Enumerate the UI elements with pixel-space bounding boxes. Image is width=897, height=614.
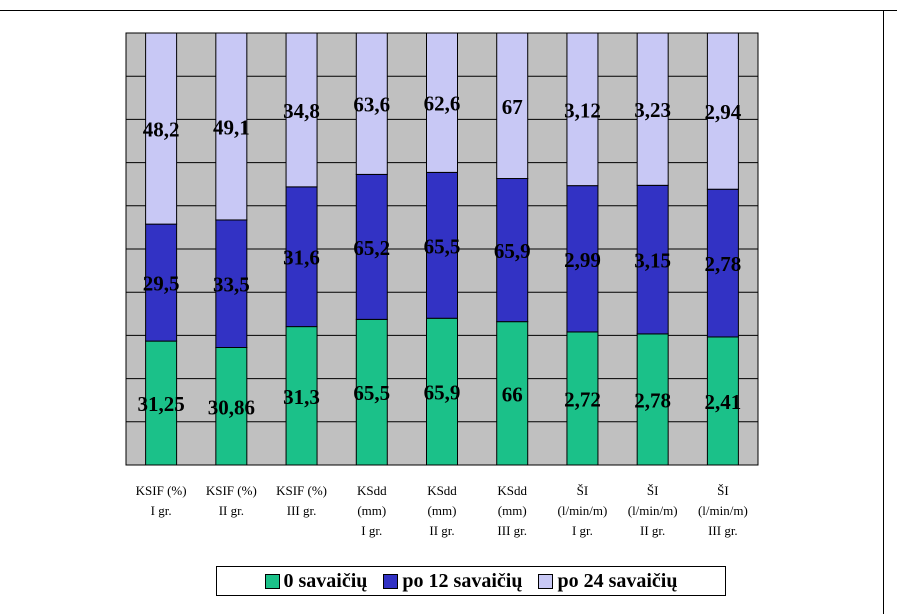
legend-item-1: po 12 savaičių [383,570,522,593]
category-label-8-1: (l/min/m) [698,503,748,518]
category-label-7-1: (l/min/m) [628,503,678,518]
data-label-0-7: 2,78 [634,388,671,412]
data-label-1-7: 3,15 [634,249,671,273]
data-label-0-2: 31,3 [283,385,320,409]
data-label-0-8: 2,41 [705,390,742,414]
category-label-2-1: III gr. [287,503,317,518]
data-label-0-0: 31,25 [137,392,184,416]
category-label-7-2: II gr. [640,523,665,538]
bar-segment-1-8 [706,188,739,338]
data-label-1-8: 2,78 [705,252,742,276]
data-label-1-1: 33,5 [213,273,250,297]
data-label-2-1: 49,1 [213,115,250,139]
bar-segment-2-7 [636,32,669,186]
category-label-6-1: (l/min/m) [558,503,608,518]
category-label-1-0: KSIF (%) [206,483,257,498]
legend: 0 savaičių po 12 savaičių po 24 savaičių [216,566,726,596]
category-label-5-1: (mm) [498,503,527,518]
data-label-2-5: 67 [502,95,523,119]
legend-label-1: po 12 savaičių [402,569,523,592]
category-label-3-1: (mm) [357,503,386,518]
bar-segment-1-6 [566,185,599,333]
bar-segment-1-5 [496,178,529,323]
data-label-2-3: 63,6 [353,93,390,117]
category-label-7-0: ŠI [647,483,659,498]
legend-swatch-0 [264,573,280,589]
data-label-2-6: 3,12 [564,98,601,122]
bar-segment-2-6 [566,32,599,187]
bar-segment-0-4 [426,317,458,466]
legend-swatch-2 [538,573,554,589]
bar-segment-2-2 [285,32,318,188]
data-label-1-5: 65,9 [494,239,531,263]
bar-segment-2-3 [355,32,388,175]
bar-segment-1-0 [145,223,178,342]
bar-segment-1-2 [285,186,318,328]
bar-segment-0-8 [706,336,739,466]
bar-segment-0-1 [215,347,248,466]
category-label-4-1: (mm) [428,503,457,518]
data-label-1-0: 29,5 [143,272,180,296]
category-label-3-2: I gr. [361,523,382,538]
legend-item-2: po 24 savaičių [538,570,677,593]
category-label-2-0: KSIF (%) [276,483,327,498]
data-label-0-5: 66 [502,382,523,406]
bar-segment-1-7 [636,184,669,335]
data-label-1-2: 31,6 [283,246,320,270]
category-label-6-0: ŠI [577,483,589,498]
category-label-8-0: ŠI [717,483,729,498]
data-label-2-4: 62,6 [424,92,461,116]
bar-segment-2-8 [706,32,739,190]
category-label-3-0: KSdd [357,483,387,498]
bar-segment-2-0 [145,32,178,225]
bar-segment-1-3 [355,173,388,320]
data-label-2-8: 2,94 [705,100,742,124]
legend-label-2: po 24 savaičių [557,569,678,592]
category-label-5-2: III gr. [497,523,527,538]
category-label-0-0: KSIF (%) [136,483,187,498]
category-label-1-1: II gr. [219,503,244,518]
bar-segment-0-7 [636,333,669,466]
legend-swatch-1 [383,573,399,589]
plot-area: 31,25 29,5 48,2 KSIF (%) I gr. 30,86 33,5 49,1 K… [125,32,759,538]
data-label-0-4: 65,9 [424,381,461,405]
bar-segment-0-5 [496,321,529,466]
bar-segment-0-0 [145,340,178,466]
data-label-1-6: 2,99 [564,248,601,272]
category-label-0-1: I gr. [151,503,172,518]
legend-item-0: 0 savaičių [264,569,368,593]
bar-segment-1-4 [426,171,458,319]
bar-segment-0-6 [566,331,599,466]
category-label-8-2: III gr. [708,523,738,538]
data-label-0-1: 30,86 [208,395,255,419]
data-label-2-2: 34,8 [283,99,320,123]
category-label-4-2: II gr. [429,523,454,538]
bar-segment-2-4 [426,32,458,173]
data-label-0-3: 65,5 [353,381,390,405]
legend-label-0: 0 savaičių [283,569,368,592]
data-label-1-3: 65,2 [353,236,390,260]
category-label-4-0: KSdd [427,483,457,498]
data-label-2-7: 3,23 [634,98,671,122]
bar-segment-2-5 [496,32,529,180]
category-label-6-2: I gr. [572,523,593,538]
data-label-2-0: 48,2 [143,118,180,142]
data-label-0-6: 2,72 [564,387,601,411]
bar-segment-0-2 [285,326,318,466]
bar-segment-2-1 [215,32,248,221]
data-label-1-4: 65,5 [424,234,461,258]
bar-segment-1-1 [215,219,248,349]
category-label-5-0: KSdd [497,483,527,498]
